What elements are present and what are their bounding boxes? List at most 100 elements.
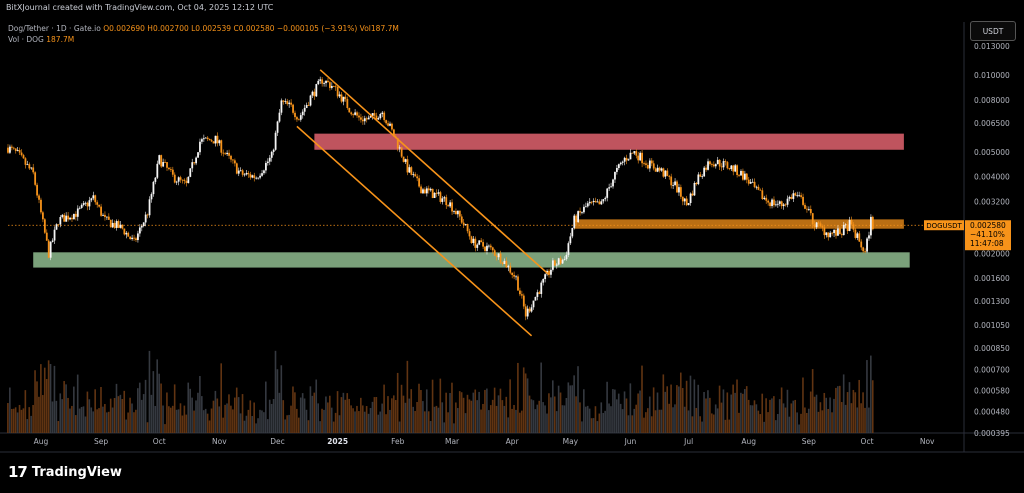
candle-body (135, 238, 137, 241)
candle-body (563, 259, 566, 261)
volume-bar (272, 399, 275, 433)
volume-bar (662, 374, 665, 433)
candle-body (495, 255, 498, 258)
volume-bar (489, 405, 492, 433)
volume-bar (9, 387, 11, 433)
candle-body (115, 221, 118, 228)
volume-bar (484, 389, 486, 433)
candle-body (813, 224, 816, 228)
candle-body (689, 193, 692, 203)
candle-body (111, 222, 114, 228)
volume-bar (550, 397, 552, 433)
volume-bar (392, 395, 395, 433)
candle-body (12, 147, 15, 149)
candle-body (127, 232, 130, 237)
candle-body (433, 192, 436, 199)
volume-legend[interactable]: Vol · DOG 187.7M (8, 35, 74, 44)
candle-body (619, 162, 622, 165)
volume-bar (811, 369, 814, 433)
candle-body (424, 189, 426, 194)
candle-body (623, 157, 626, 162)
candle-body (336, 86, 339, 97)
volume-bar (466, 394, 469, 433)
volume-bar (232, 409, 234, 433)
volume-bar (722, 389, 725, 433)
volume-bar (319, 421, 321, 433)
volume-bar (451, 382, 453, 433)
candle-body (809, 209, 812, 214)
candle-body (73, 213, 75, 220)
candle-body (718, 159, 721, 167)
candle-body (586, 203, 589, 207)
candle-body (606, 188, 609, 198)
volume-bar (775, 420, 777, 433)
candle-body (420, 186, 422, 194)
candle-body (594, 200, 597, 203)
candle-body (160, 155, 163, 167)
volume-bar (20, 409, 23, 433)
candle-body (555, 264, 558, 266)
volume-bar (129, 397, 131, 433)
volume-bar (105, 412, 108, 433)
candle-body (763, 197, 766, 199)
zones (8, 133, 964, 268)
volume-bar (53, 365, 56, 433)
channel-line (296, 125, 533, 337)
volume-bar (635, 404, 637, 433)
candle-body (536, 292, 539, 297)
candle-body (716, 159, 719, 165)
candle-body (59, 217, 62, 225)
candle-body (745, 173, 748, 180)
candle-body (400, 147, 403, 157)
volume-bar (237, 397, 240, 433)
volume-bar (265, 381, 267, 433)
volume-bar (707, 390, 709, 433)
currency-button[interactable]: USDT (970, 21, 1016, 41)
candle-body (530, 307, 533, 312)
candle-body (800, 195, 803, 197)
candle-body (202, 138, 205, 140)
volume-bar (528, 395, 531, 433)
volume-bar (212, 400, 215, 433)
candle-body (28, 164, 31, 169)
candle-body (109, 219, 112, 228)
volume-bar (185, 414, 188, 433)
candle-body (270, 151, 273, 158)
volume-bar (546, 413, 548, 433)
volume-bar (193, 410, 195, 433)
volume-bar (854, 392, 857, 433)
volume-bar (383, 384, 385, 433)
candle-body (144, 214, 147, 223)
volume-bar (501, 400, 504, 433)
volume-bar (177, 409, 180, 433)
volume-bar (125, 419, 127, 433)
candle-body (305, 105, 308, 108)
volume-bar (670, 384, 672, 433)
candle-body (84, 202, 87, 204)
candle-body (36, 184, 38, 196)
candle-body (468, 231, 471, 237)
candle-body (476, 244, 479, 248)
symbol-legend[interactable]: Dog/Tether · 1D · Gate.io O0.002690 H0.0… (8, 24, 399, 33)
volume-bar (119, 394, 122, 433)
candle-body (334, 86, 337, 88)
candle-body (280, 100, 283, 113)
volume-bar (718, 385, 721, 433)
volume-bar (728, 419, 731, 433)
volume-bar (127, 412, 129, 433)
candle-body (491, 247, 494, 251)
volume-bar (88, 399, 91, 433)
volume-bar (848, 382, 851, 433)
volume-bar (538, 400, 541, 433)
tradingview-logo[interactable]: 17 TradingView (8, 463, 122, 481)
candle-body (45, 232, 48, 241)
candle-body (369, 115, 372, 118)
volume-bar (674, 404, 676, 433)
candle-body (449, 202, 452, 207)
candle-body (775, 204, 777, 206)
volume-bar (210, 408, 213, 433)
volume-bar (833, 398, 835, 433)
candle-body (846, 224, 849, 232)
volume-bar (730, 394, 733, 433)
